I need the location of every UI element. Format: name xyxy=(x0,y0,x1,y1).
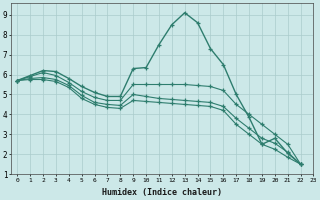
X-axis label: Humidex (Indice chaleur): Humidex (Indice chaleur) xyxy=(102,188,222,197)
